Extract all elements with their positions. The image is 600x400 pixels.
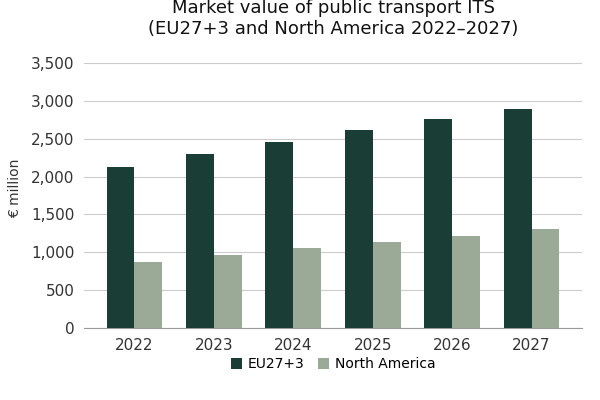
Legend: EU27+3, North America: EU27+3, North America: [225, 352, 441, 377]
Bar: [532, 229, 559, 328]
Title: Market value of public transport ITS
(EU27+3 and North America 2022–2027): Market value of public transport ITS (EU…: [148, 0, 518, 38]
Bar: [134, 262, 162, 328]
Bar: [373, 242, 401, 328]
Bar: [107, 167, 134, 328]
Bar: [214, 254, 242, 328]
Bar: [293, 248, 321, 328]
Bar: [345, 130, 373, 328]
Y-axis label: € million: € million: [8, 158, 22, 218]
Bar: [452, 236, 480, 328]
Bar: [265, 142, 293, 328]
Bar: [504, 108, 532, 328]
Bar: [186, 154, 214, 328]
Bar: [424, 119, 452, 328]
